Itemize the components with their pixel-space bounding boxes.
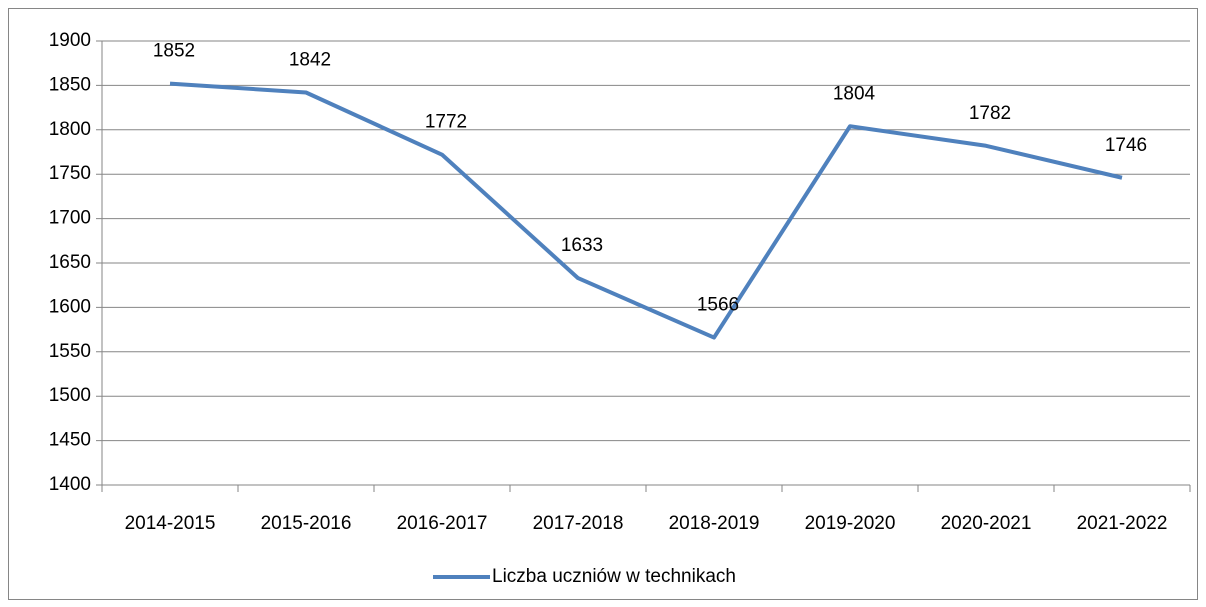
x-tick-label: 2014-2015	[125, 513, 216, 534]
x-tick-label: 2021-2022	[1077, 513, 1168, 534]
data-label: 1746	[1105, 135, 1147, 156]
x-tick-label: 2017-2018	[533, 513, 624, 534]
data-label: 1772	[425, 112, 467, 133]
y-tick-label: 1450	[49, 430, 91, 451]
x-tick-label: 2020-2021	[941, 513, 1032, 534]
legend-label: Liczba uczniów w technikach	[492, 566, 736, 587]
y-tick-label: 1700	[49, 208, 91, 229]
y-tick-label: 1500	[49, 385, 91, 406]
y-tick-label: 1850	[49, 74, 91, 95]
y-tick-label: 1900	[49, 30, 91, 51]
x-tick-label: 2015-2016	[261, 513, 352, 534]
series-line	[169, 81, 1123, 340]
chart-border	[8, 8, 1198, 600]
data-label: 1633	[561, 235, 603, 256]
x-tick-label: 2018-2019	[669, 513, 760, 534]
y-tick-label: 1750	[49, 163, 91, 184]
y-tick-label: 1550	[49, 341, 91, 362]
data-label: 1804	[833, 83, 876, 104]
x-tick-label: 2019-2020	[805, 513, 896, 534]
data-label: 1782	[969, 103, 1011, 124]
x-tick-label: 2016-2017	[397, 513, 488, 534]
y-tick-label: 1600	[49, 296, 91, 317]
data-label: 1842	[289, 50, 331, 71]
data-label: 1566	[697, 295, 739, 316]
data-label: 1852	[153, 41, 195, 62]
y-tick-label: 1400	[49, 474, 91, 495]
y-tick-label: 1800	[49, 119, 91, 140]
y-tick-label: 1650	[49, 252, 91, 273]
